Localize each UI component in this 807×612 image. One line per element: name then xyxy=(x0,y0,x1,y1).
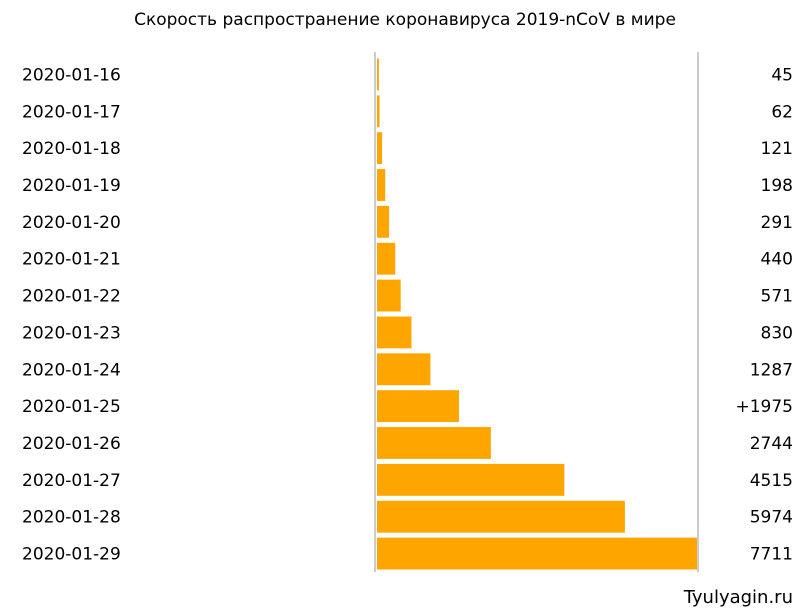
value-labels: 45 62 121 198 291 440 571 830 1287 +1975 2744 4515 5… xyxy=(735,65,793,564)
bar-2020-01-19 xyxy=(377,169,386,201)
watermark: Tyulyagin.ru xyxy=(683,587,793,608)
bar-2020-01-21 xyxy=(377,242,396,275)
category-label: 2020-01-17 xyxy=(22,102,121,122)
value-label: 571 xyxy=(761,287,793,307)
value-label: 4515 xyxy=(750,471,793,491)
value-label: +1975 xyxy=(735,397,793,417)
value-label: 62 xyxy=(771,102,793,122)
bar-2020-01-25 xyxy=(377,390,459,423)
category-label: 2020-01-16 xyxy=(22,65,121,85)
category-label: 2020-01-20 xyxy=(22,213,121,233)
category-label: 2020-01-21 xyxy=(22,250,121,270)
bar-2020-01-22 xyxy=(377,279,401,312)
bar-2020-01-16 xyxy=(377,58,379,91)
value-label: 291 xyxy=(761,213,793,233)
bar-2020-01-23 xyxy=(377,316,412,349)
category-label: 2020-01-18 xyxy=(22,139,121,159)
category-label: 2020-01-26 xyxy=(22,434,121,454)
bar-2020-01-28 xyxy=(377,500,625,533)
category-label: 2020-01-29 xyxy=(22,545,121,565)
value-label: 1287 xyxy=(750,360,793,380)
bars-layer xyxy=(377,58,697,570)
value-label: 830 xyxy=(761,323,793,343)
bar-2020-01-20 xyxy=(377,205,390,238)
bar-2020-01-26 xyxy=(377,427,491,459)
bar-2020-01-29 xyxy=(377,537,697,570)
value-label: 45 xyxy=(771,65,793,85)
category-label: 2020-01-24 xyxy=(22,360,121,380)
value-label: 440 xyxy=(761,250,793,270)
value-label: 2744 xyxy=(750,434,793,454)
category-label: 2020-01-27 xyxy=(22,471,121,491)
category-labels: 2020-01-16 2020-01-17 2020-01-18 2020-01-19… xyxy=(22,65,121,564)
chart-title: Скорость распространение коронавируса 20… xyxy=(134,10,676,30)
value-label: 7711 xyxy=(750,545,793,565)
bar-2020-01-24 xyxy=(377,353,431,386)
bar-2020-01-27 xyxy=(377,463,565,496)
bar-2020-01-18 xyxy=(377,132,383,165)
value-label: 121 xyxy=(761,139,793,159)
value-label: 5974 xyxy=(750,508,793,528)
bar-2020-01-17 xyxy=(377,95,380,128)
category-label: 2020-01-23 xyxy=(22,323,121,343)
category-label: 2020-01-22 xyxy=(22,287,121,307)
category-label: 2020-01-28 xyxy=(22,508,121,528)
category-label: 2020-01-25 xyxy=(22,397,121,417)
category-label: 2020-01-19 xyxy=(22,176,121,196)
value-label: 198 xyxy=(761,176,793,196)
